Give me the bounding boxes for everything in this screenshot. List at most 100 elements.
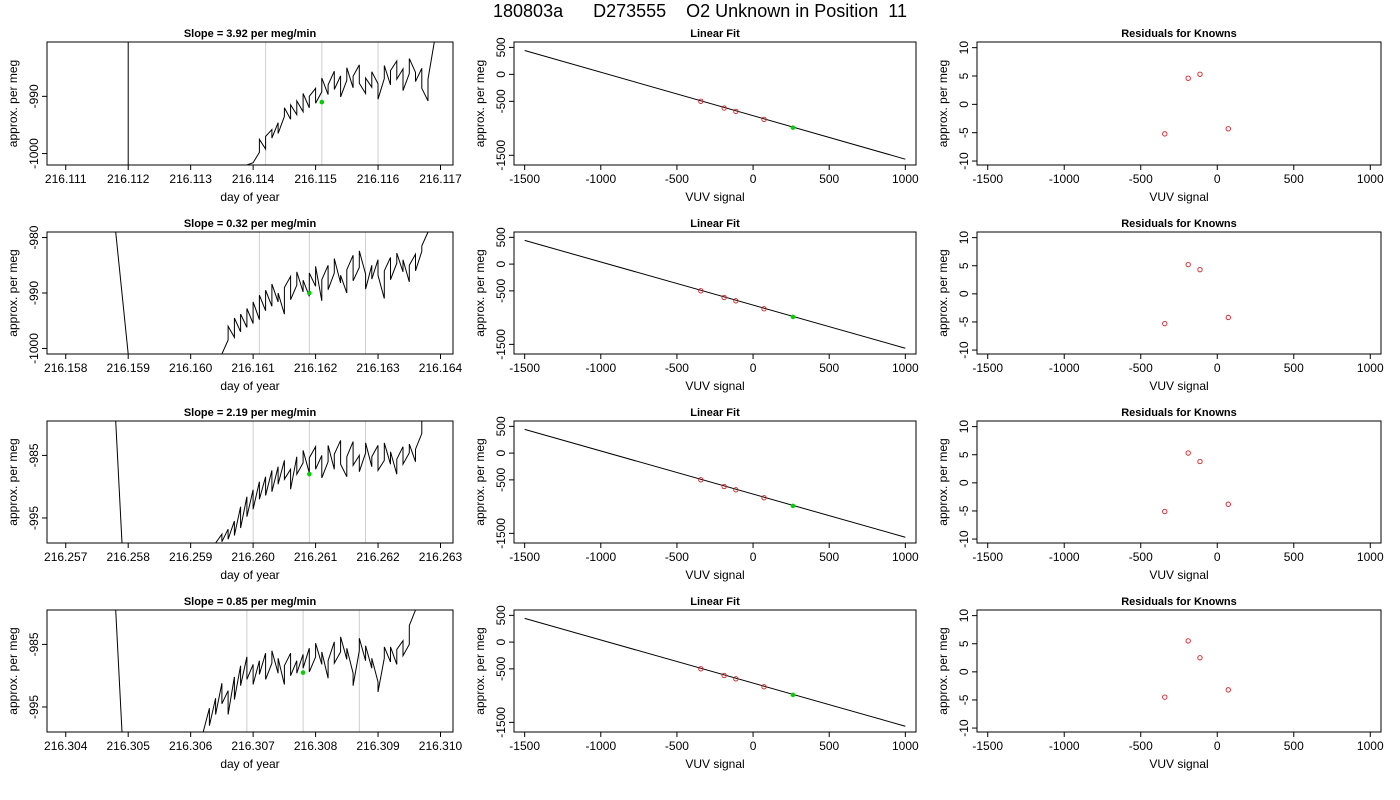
fit-line [524, 49, 906, 160]
y-axis-label: approx. per meg [6, 249, 20, 336]
x-tick-label: -500 [665, 739, 689, 753]
residual-point [1197, 655, 1203, 661]
x-tick-label: 1000 [1357, 172, 1384, 186]
panel-timeseries-row-1: Slope = 0.32 per meg/min 216.158 216.159 21… [6, 218, 463, 393]
plot-area [127, 42, 435, 165]
panel-timeseries-row-3: Slope = 0.85 per meg/min 216.304 216.305 21… [6, 596, 463, 771]
series-line [115, 232, 129, 354]
y-tick-label: 10 [957, 420, 971, 434]
panel-title: Slope = 3.92 per meg/min [184, 28, 317, 40]
y-tick-label: 0 [494, 449, 508, 456]
y-tick-label: -10 [957, 152, 971, 170]
x-tick-label: -1500 [509, 739, 540, 753]
y-axis-label: approx. per meg [473, 627, 487, 714]
y-tick-label: -5 [957, 316, 971, 327]
y-axis-label: approx. per meg [6, 60, 20, 147]
y-tick-label: -10 [957, 341, 971, 359]
fit-line [524, 428, 906, 538]
x-tick-label: 216.116 [357, 172, 400, 186]
panel-linearfit-row-0: Linear Fit -1500 -1000 -500 0 500 1000 500 0 -500… [473, 28, 919, 204]
x-tick-label: 500 [1284, 361, 1304, 375]
y-tick-label: 500 [494, 227, 508, 247]
x-tick-label: -500 [1129, 550, 1153, 564]
y-tick-label: 0 [494, 260, 508, 267]
residual-point [1162, 694, 1168, 700]
unknown-point [790, 314, 796, 320]
plot-area [524, 239, 906, 349]
x-tick-label: 216.161 [231, 361, 275, 375]
x-tick-label: 0 [1214, 550, 1221, 564]
y-axis-label: approx. per meg [936, 438, 950, 525]
y-tick-label: -990 [27, 281, 41, 305]
x-tick-label: 500 [819, 550, 839, 564]
panel-linearfit-row-1: Linear Fit -1500 -1000 -500 0 500 1000 500 0 -500… [473, 218, 919, 393]
y-tick-label: -1000 [27, 333, 41, 364]
unknown-point [790, 692, 796, 698]
y-axis-label: approx. per meg [473, 438, 487, 525]
x-tick-label: 216.115 [294, 172, 337, 186]
plot-frame [513, 231, 917, 355]
y-axis-label: approx. per meg [473, 249, 487, 336]
plot-area [524, 49, 906, 160]
y-tick-label: -5 [957, 505, 971, 516]
residual-point [1185, 638, 1191, 644]
y-tick-label: 0 [957, 101, 971, 108]
x-axis-label: day of year [220, 568, 279, 582]
x-axis-label: VUV signal [685, 190, 744, 204]
known-point [761, 116, 767, 123]
x-tick-label: 0 [750, 361, 757, 375]
x-tick-label: -1000 [1049, 172, 1080, 186]
x-axis-label: VUV signal [685, 568, 744, 582]
y-tick-label: -985 [27, 443, 41, 467]
x-tick-label: -1500 [509, 172, 540, 186]
known-point [698, 288, 704, 294]
panel-title: Linear Fit [690, 28, 740, 40]
panel-title: Residuals for Knowns [1121, 28, 1237, 40]
x-axis-label: VUV signal [685, 379, 744, 393]
residual-point [1162, 131, 1168, 137]
x-tick-label: 216.117 [419, 172, 462, 186]
y-tick-label: -500 [494, 657, 508, 681]
y-tick-label: -5 [957, 127, 971, 138]
residual-point [1185, 75, 1191, 81]
x-tick-label: -1000 [585, 550, 616, 564]
plot-frame [513, 609, 917, 733]
panel-title: Slope = 0.85 per meg/min [184, 596, 317, 608]
series-line [215, 421, 423, 543]
plot-area [115, 421, 423, 543]
panel-title: Residuals for Knowns [1121, 218, 1237, 230]
x-tick-label: 1000 [892, 361, 919, 375]
panel-title: Linear Fit [690, 407, 740, 419]
panel-residuals-row-0: Residuals for Knowns -1500 -1000 -500 0 500 10… [936, 28, 1384, 204]
x-tick-label: 1000 [892, 739, 919, 753]
fit-line [524, 239, 906, 349]
x-tick-label: 0 [1214, 172, 1221, 186]
x-tick-label: -1000 [585, 361, 616, 375]
unknown-marker [319, 99, 325, 105]
residual-point [1197, 71, 1203, 77]
y-axis-label: approx. per meg [473, 60, 487, 147]
panel-timeseries-row-0: Slope = 3.92 per meg/min 216.111 216.112 21… [6, 28, 462, 204]
y-tick-label: -980 [27, 225, 41, 249]
y-tick-label: -1500 [494, 707, 508, 738]
x-tick-label: 500 [819, 739, 839, 753]
y-tick-label: -10 [957, 719, 971, 737]
x-axis-label: day of year [220, 379, 279, 393]
y-tick-label: -995 [27, 695, 41, 719]
plot-area [115, 232, 429, 354]
known-point [733, 487, 739, 493]
y-tick-label: 5 [957, 72, 971, 79]
y-tick-label: 0 [957, 668, 971, 675]
y-tick-label: 5 [957, 640, 971, 647]
known-point [721, 483, 727, 490]
residual-point [1162, 320, 1168, 327]
panel-residuals-row-3: Residuals for Knowns -1500 -1000 -500 0 500 10… [936, 596, 1384, 771]
x-tick-label: -500 [1129, 739, 1153, 753]
y-tick-label: 0 [494, 71, 508, 78]
x-tick-label: 216.113 [169, 172, 212, 186]
page-title: 180803a D273555 O2 Unknown in Position 1… [493, 1, 907, 21]
y-tick-label: 5 [957, 451, 971, 458]
x-tick-label: 0 [750, 172, 757, 186]
y-axis-label: approx. per meg [936, 627, 950, 714]
residual-point [1185, 261, 1191, 268]
